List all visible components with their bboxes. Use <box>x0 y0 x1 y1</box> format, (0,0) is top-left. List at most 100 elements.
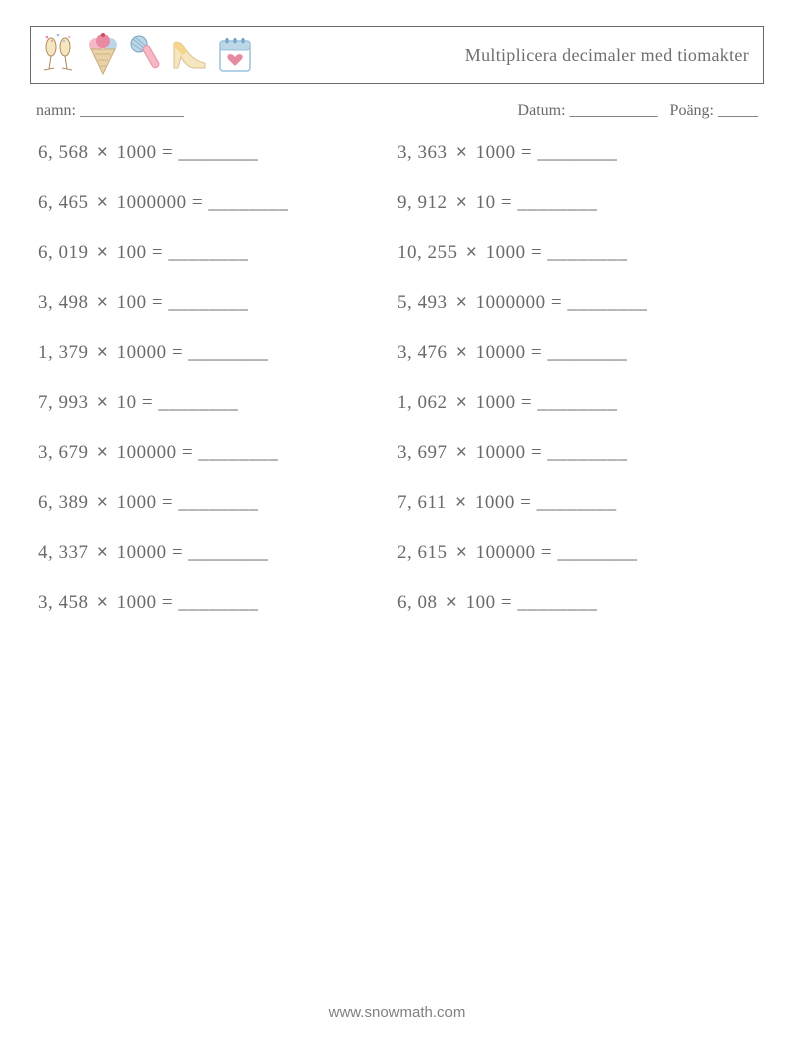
answer-blank[interactable]: ________ <box>547 342 627 363</box>
problem-item: 10, 255 × 1000 = ________ <box>397 242 756 264</box>
times-symbol: × <box>94 142 112 163</box>
times-symbol: × <box>94 592 112 613</box>
date-blank[interactable]: ___________ <box>566 102 658 119</box>
operand-a: 6, 568 <box>38 142 89 163</box>
operand-b: 1000000 <box>476 292 546 313</box>
equals: = <box>536 542 558 563</box>
problem-item: 3, 697 × 10000 = ________ <box>397 442 756 464</box>
equals: = <box>157 592 179 613</box>
problem-item: 6, 465 × 1000000 = ________ <box>38 192 397 214</box>
answer-blank[interactable]: ________ <box>547 242 627 263</box>
operand-a: 3, 498 <box>38 292 89 313</box>
operand-b: 1000 <box>476 392 516 413</box>
answer-blank[interactable]: ________ <box>178 142 258 163</box>
operand-a: 3, 458 <box>38 592 89 613</box>
equals: = <box>137 392 159 413</box>
operand-a: 6, 08 <box>397 592 438 613</box>
operand-a: 5, 493 <box>397 292 448 313</box>
answer-blank[interactable]: ________ <box>188 342 268 363</box>
date-label: Datum: <box>518 102 566 119</box>
problem-item: 4, 337 × 10000 = ________ <box>38 542 397 564</box>
times-symbol: × <box>452 492 470 513</box>
answer-blank[interactable]: ________ <box>537 142 617 163</box>
operand-b: 10000 <box>476 442 526 463</box>
champagne-glasses-icon <box>37 33 79 77</box>
answer-blank[interactable]: ________ <box>158 392 238 413</box>
name-label: namn: <box>36 102 76 119</box>
operand-a: 6, 465 <box>38 192 89 213</box>
times-symbol: × <box>94 492 112 513</box>
problem-item: 1, 379 × 10000 = ________ <box>38 342 397 364</box>
equals: = <box>167 542 189 563</box>
answer-blank[interactable]: ________ <box>198 442 278 463</box>
worksheet-page: Multiplicera decimaler med tiomakter nam… <box>0 0 794 614</box>
operand-b: 1000 <box>117 142 157 163</box>
times-symbol: × <box>453 142 471 163</box>
answer-blank[interactable]: ________ <box>537 492 617 513</box>
header-band: Multiplicera decimaler med tiomakter <box>30 26 764 84</box>
operand-a: 7, 993 <box>38 392 89 413</box>
times-symbol: × <box>94 342 112 363</box>
problem-item: 7, 993 × 10 = ________ <box>38 392 397 414</box>
times-symbol: × <box>463 242 481 263</box>
answer-blank[interactable]: ________ <box>178 592 258 613</box>
equals: = <box>515 492 537 513</box>
name-field: namn: _____________ <box>36 102 184 120</box>
operand-a: 3, 697 <box>397 442 448 463</box>
operand-b: 10000 <box>476 342 526 363</box>
answer-blank[interactable]: ________ <box>178 492 258 513</box>
equals: = <box>496 592 518 613</box>
problem-item: 7, 611 × 1000 = ________ <box>397 492 756 514</box>
operand-b: 100 <box>117 242 147 263</box>
times-symbol: × <box>443 592 461 613</box>
answer-blank[interactable]: ________ <box>168 292 248 313</box>
problem-item: 9, 912 × 10 = ________ <box>397 192 756 214</box>
times-symbol: × <box>94 392 112 413</box>
answer-blank[interactable]: ________ <box>517 192 597 213</box>
header-icons <box>37 27 255 83</box>
equals: = <box>187 192 209 213</box>
ice-cream-icon <box>83 32 123 78</box>
high-heel-icon <box>169 35 211 75</box>
name-blank[interactable]: _____________ <box>76 102 184 119</box>
times-symbol: × <box>453 542 471 563</box>
equals: = <box>546 292 568 313</box>
answer-blank[interactable]: ________ <box>567 292 647 313</box>
score-blank[interactable]: _____ <box>714 102 758 119</box>
equals: = <box>526 442 548 463</box>
operand-a: 3, 679 <box>38 442 89 463</box>
answer-blank[interactable]: ________ <box>517 592 597 613</box>
operand-a: 6, 389 <box>38 492 89 513</box>
answer-blank[interactable]: ________ <box>208 192 288 213</box>
equals: = <box>526 342 548 363</box>
operand-b: 1000 <box>117 492 157 513</box>
problem-item: 1, 062 × 1000 = ________ <box>397 392 756 414</box>
times-symbol: × <box>453 292 471 313</box>
score-label: Poäng: <box>670 102 714 119</box>
times-symbol: × <box>94 242 112 263</box>
problem-item: 5, 493 × 1000000 = ________ <box>397 292 756 314</box>
problems-grid: 6, 568 × 1000 = ________3, 363 × 1000 = … <box>30 142 764 614</box>
operand-a: 2, 615 <box>397 542 448 563</box>
operand-b: 1000 <box>476 142 516 163</box>
times-symbol: × <box>453 392 471 413</box>
answer-blank[interactable]: ________ <box>168 242 248 263</box>
equals: = <box>147 292 169 313</box>
problem-item: 6, 08 × 100 = ________ <box>397 592 756 614</box>
equals: = <box>157 492 179 513</box>
equals: = <box>526 242 548 263</box>
operand-b: 10 <box>117 392 137 413</box>
operand-a: 7, 611 <box>397 492 447 513</box>
problem-item: 6, 568 × 1000 = ________ <box>38 142 397 164</box>
answer-blank[interactable]: ________ <box>188 542 268 563</box>
answer-blank[interactable]: ________ <box>557 542 637 563</box>
equals: = <box>177 442 199 463</box>
answer-blank[interactable]: ________ <box>537 392 617 413</box>
equals: = <box>157 142 179 163</box>
operand-b: 1000 <box>475 492 515 513</box>
calendar-heart-icon <box>215 33 255 77</box>
answer-blank[interactable]: ________ <box>547 442 627 463</box>
operand-a: 6, 019 <box>38 242 89 263</box>
equals: = <box>516 142 538 163</box>
operand-b: 100000 <box>117 442 177 463</box>
